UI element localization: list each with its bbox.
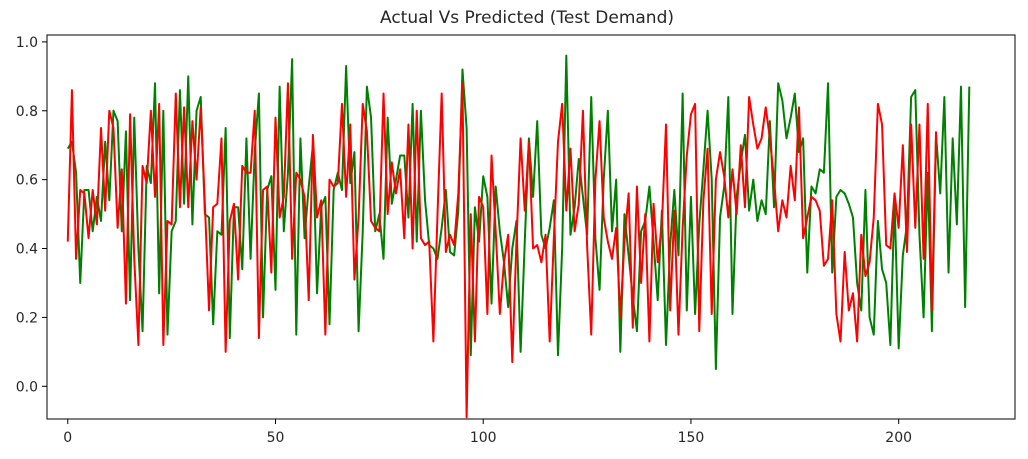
x-tick-label: 50 — [267, 430, 285, 446]
x-tick-label: 100 — [470, 430, 497, 446]
axes-frame — [46, 34, 1016, 420]
y-tick-label: 0.2 — [16, 310, 38, 326]
x-axis: 0 50 100 150 200 — [63, 419, 912, 446]
series-line-1 — [66, 82, 938, 419]
series-line-0 — [66, 54, 971, 371]
series-layer — [66, 54, 971, 419]
y-tick-label: 0.6 — [16, 173, 38, 189]
x-tick-label: 200 — [885, 430, 912, 446]
y-tick-label: 0.8 — [16, 104, 38, 120]
x-tick-label: 150 — [678, 430, 705, 446]
chart-title: Actual Vs Predicted (Test Demand) — [380, 8, 674, 28]
x-tick-label: 0 — [63, 430, 72, 446]
y-tick-label: 0.0 — [16, 379, 38, 395]
y-axis: 0.0 0.2 0.4 0.6 0.8 1.0 — [16, 35, 47, 395]
y-tick-label: 0.4 — [16, 242, 38, 258]
y-tick-label: 1.0 — [16, 35, 38, 51]
